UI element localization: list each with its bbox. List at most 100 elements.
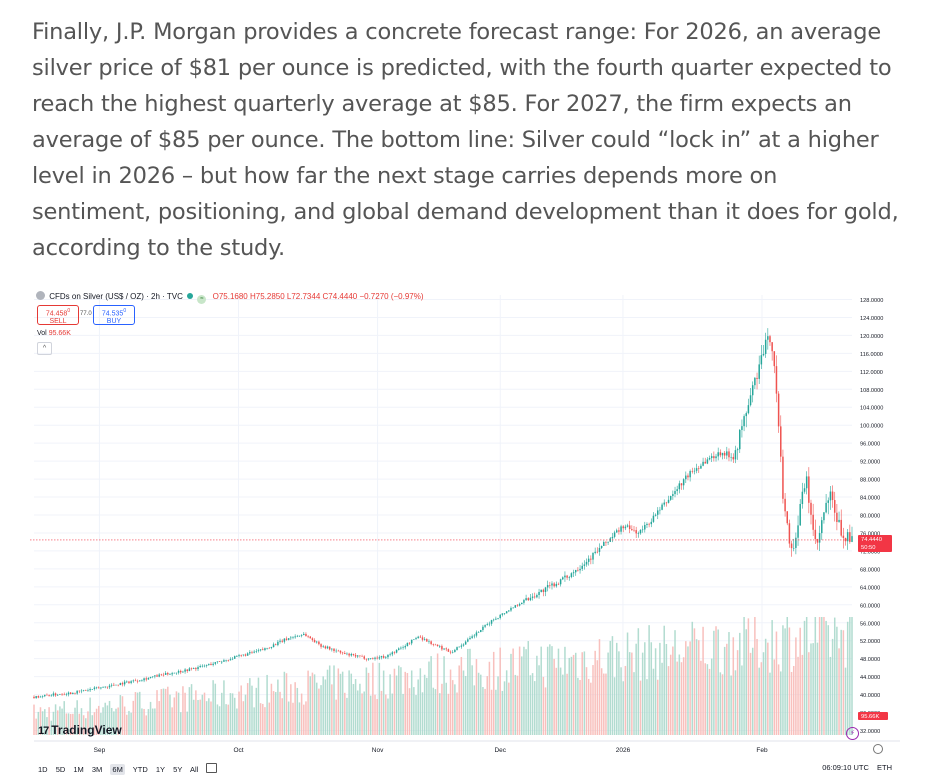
range-1d[interactable]: 1D — [38, 765, 48, 774]
volume-bar — [739, 632, 741, 735]
volume-bar — [249, 678, 251, 735]
candle-body — [417, 636, 419, 639]
range-6m[interactable]: 6M — [110, 764, 125, 775]
volume-bar — [762, 652, 765, 735]
candle-body — [637, 533, 640, 534]
volume-bar — [840, 629, 842, 735]
volume-bar — [201, 694, 204, 735]
volume-bar — [689, 641, 691, 735]
candle-body — [331, 648, 333, 650]
collapse-legend-button[interactable]: ^ — [37, 342, 52, 355]
buy-label: BUY — [106, 318, 122, 326]
candle-body — [119, 683, 122, 686]
candle-body — [72, 692, 74, 694]
range-1m[interactable]: 1M — [73, 765, 84, 774]
candle-body — [257, 650, 260, 652]
volume-bar — [615, 642, 618, 735]
candle-body — [458, 646, 460, 648]
volume-bar — [387, 698, 389, 735]
volume-bar — [376, 699, 378, 735]
volume-bar — [628, 652, 631, 735]
volume-bar — [307, 670, 309, 735]
candle-body — [739, 429, 741, 450]
range-3m[interactable]: 3M — [91, 765, 103, 774]
volume-bar — [844, 667, 847, 735]
volume-bar — [559, 667, 562, 735]
candle-body — [324, 646, 327, 649]
volume-bar — [538, 665, 540, 735]
settings-icon[interactable] — [873, 744, 883, 754]
sell-label: SELL — [49, 318, 67, 326]
volume-bar — [482, 687, 484, 735]
lightning-icon[interactable]: ⚡ — [846, 727, 859, 740]
volume-bar — [801, 654, 804, 735]
candle-body — [682, 479, 685, 486]
tradingview-logo[interactable]: 17 TradingView — [38, 723, 122, 737]
candle-body — [784, 498, 786, 512]
candle-body — [669, 496, 672, 500]
volume-bar — [710, 658, 713, 735]
volume-bar — [447, 693, 450, 735]
silver-chart-widget[interactable]: 128.0000 124.0000 120.0000 116.0000 112.0000… — [30, 283, 900, 777]
volume-bar — [35, 718, 37, 735]
volume-bar — [693, 628, 696, 735]
exchange-icon: ≈ — [197, 295, 207, 304]
candle-body — [434, 644, 437, 646]
range-5d[interactable]: 5D — [55, 765, 66, 774]
volume-bar — [74, 707, 76, 735]
candle-body — [704, 461, 706, 464]
candle-body — [277, 641, 279, 646]
candle-body — [626, 525, 629, 527]
candle-body — [100, 687, 102, 689]
volume-bar — [499, 647, 501, 735]
range-5y[interactable]: 5Y — [173, 765, 183, 774]
sell-button[interactable]: 74.4580 SELL — [37, 305, 79, 325]
volume-bar — [171, 707, 173, 735]
volume-bar — [82, 715, 85, 735]
volume-bar — [469, 648, 471, 735]
volume-bar — [119, 695, 122, 735]
buy-button[interactable]: 74.5350 BUY — [93, 305, 135, 325]
y-tick-label: 104.0000 — [860, 406, 883, 412]
candle-body — [341, 652, 344, 654]
tradingview-logo-text: TradingView — [51, 723, 122, 737]
candle-body — [635, 530, 637, 534]
volume-bar — [56, 710, 59, 735]
volume-bar — [792, 665, 795, 735]
price-chart[interactable]: 128.0000 124.0000 120.0000 116.0000 112.0000… — [30, 283, 900, 777]
volume-bar — [328, 665, 331, 735]
volume-bar — [374, 694, 376, 735]
volume-bar — [529, 675, 532, 735]
candle-body — [808, 476, 810, 503]
candle-body — [749, 395, 752, 406]
volume-bar — [225, 704, 227, 735]
candle-body — [732, 456, 735, 460]
candle-body — [432, 644, 435, 645]
utc-clock[interactable]: 06:09:10 UTC ETH — [822, 763, 892, 772]
volume-bar — [760, 662, 763, 735]
volume-bar — [333, 665, 335, 735]
calendar-icon[interactable] — [206, 763, 218, 773]
volume-bar — [656, 679, 659, 735]
candle-body — [758, 364, 760, 379]
range-all[interactable]: All — [190, 765, 199, 774]
range-ytd[interactable]: YTD — [132, 765, 148, 774]
volume-bar — [715, 626, 717, 735]
volume-bar — [620, 667, 622, 735]
candle-body — [831, 491, 834, 501]
candle-body — [795, 537, 797, 548]
candle-body — [533, 596, 536, 598]
volume-bar — [180, 712, 182, 735]
candle-body — [577, 569, 579, 571]
candle-body — [607, 541, 609, 543]
volume-bar — [44, 709, 46, 735]
range-1y[interactable]: 1Y — [155, 765, 166, 774]
symbol-label[interactable]: CFDs on Silver (US$ / OZ) · 2h · TVC — [49, 292, 183, 301]
volume-bar — [164, 688, 167, 735]
volume-bar — [130, 712, 132, 735]
volume-bar — [618, 651, 620, 735]
volume-bar — [510, 653, 512, 735]
ohlc-values: O75.1680 H75.2850 L72.7344 C74.4440 −0.7… — [213, 292, 424, 301]
volume-bar — [37, 711, 40, 735]
volume-bar — [413, 687, 415, 735]
